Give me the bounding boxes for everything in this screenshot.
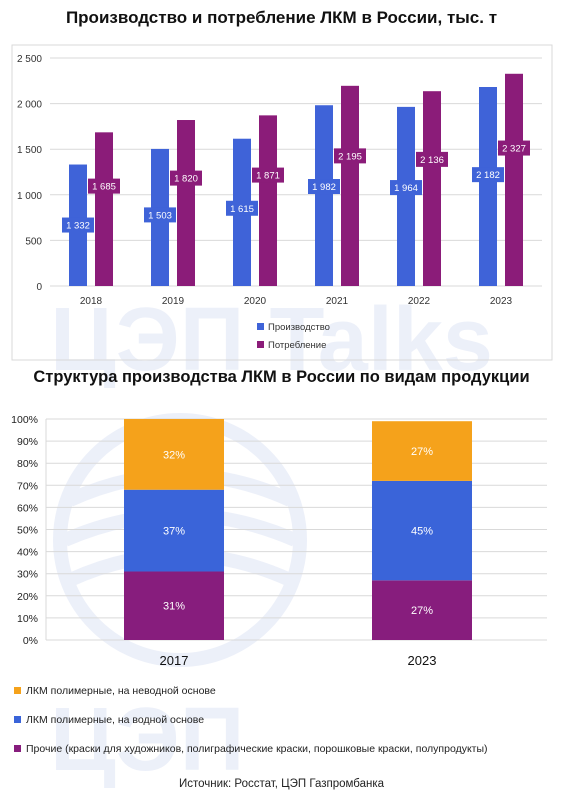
consumption-data-label: 1 820 — [174, 174, 198, 185]
y-tick-label: 90% — [17, 436, 38, 448]
y-tick-label: 80% — [17, 458, 38, 470]
consumption-bar — [95, 132, 113, 286]
production-label-box — [390, 180, 422, 196]
segment-data-label: 45% — [411, 526, 433, 538]
y-tick-label: 2 000 — [17, 100, 42, 111]
legend-non-water-swatch — [14, 687, 21, 694]
legend-water-based-swatch — [14, 716, 21, 723]
production-label-box — [308, 179, 340, 195]
y-tick-label: 0% — [23, 635, 38, 647]
consumption-data-label: 2 195 — [338, 151, 362, 162]
production-bar — [315, 105, 333, 286]
y-tick-label: 60% — [17, 502, 38, 514]
non-water-segment — [124, 419, 224, 490]
production-structure-chart: 0% 10% 20% 30% 40% 50% 60% 70% 80% 90% 100% 31% 37% 3… — [11, 414, 547, 755]
x-tick-label: 2018 — [80, 296, 103, 307]
consumption-label-box — [252, 167, 284, 183]
legend-production-label: Производство — [268, 322, 330, 333]
other-segment — [372, 580, 472, 640]
source-note: Источник: Росстат, ЦЭП Газпромбанка — [178, 778, 385, 790]
legend-production-swatch — [257, 323, 264, 330]
segment-data-label: 27% — [411, 605, 433, 617]
production-bar — [479, 87, 497, 286]
chart-1-title: Производство и потребление ЛКМ в России,… — [65, 8, 498, 27]
segment-data-label: 37% — [163, 526, 185, 538]
y-tick-label: 0 — [36, 282, 42, 293]
consumption-label-box — [416, 151, 448, 167]
production-data-label: 1 964 — [394, 183, 418, 194]
production-data-label: 1 332 — [66, 221, 90, 232]
y-tick-label: 30% — [17, 569, 38, 581]
y-tick-label: 500 — [25, 236, 42, 247]
production-data-label: 2 182 — [476, 170, 500, 181]
legend-other-label: Прочие (краски для художников, полиграфи… — [26, 743, 488, 755]
segment-data-label: 31% — [163, 601, 185, 613]
consumption-bar — [177, 120, 195, 287]
chart-2-title: Структура производства ЛКМ в России по в… — [33, 368, 530, 386]
water-based-segment — [124, 489, 224, 572]
other-segment — [124, 571, 224, 640]
production-label-box — [144, 207, 176, 223]
consumption-data-label: 2 136 — [420, 155, 444, 166]
x-tick-label: 2023 — [490, 296, 513, 307]
water-based-segment — [372, 480, 472, 581]
y-tick-label: 40% — [17, 547, 38, 559]
production-label-box — [226, 200, 258, 216]
production-data-label: 1 503 — [148, 210, 172, 221]
consumption-data-label: 2 327 — [502, 144, 526, 155]
consumption-data-label: 1 871 — [256, 171, 280, 182]
x-tick-label: 2017 — [160, 653, 189, 668]
y-tick-label: 10% — [17, 613, 38, 625]
production-data-label: 1 615 — [230, 204, 254, 215]
chart-1-frame — [11, 44, 553, 361]
production-label-box — [472, 167, 504, 183]
x-tick-label: 2023 — [408, 653, 437, 668]
x-tick-label: 2021 — [326, 296, 349, 307]
legend-consumption-swatch — [257, 341, 264, 348]
y-tick-label: 50% — [17, 525, 38, 537]
y-tick-label: 2 500 — [17, 54, 42, 65]
segment-data-label: 27% — [411, 446, 433, 458]
x-tick-label: 2020 — [244, 296, 267, 307]
consumption-bar — [259, 115, 277, 286]
production-data-label: 1 982 — [312, 182, 336, 193]
consumption-label-box — [334, 148, 366, 164]
consumption-bar — [341, 85, 359, 286]
production-consumption-chart: 0 500 1 000 1 500 2 000 2 500 2018 1 332 1 685 20… — [11, 44, 553, 361]
production-bar — [397, 106, 415, 286]
segment-data-label: 32% — [163, 449, 185, 461]
consumption-label-box — [88, 178, 120, 194]
y-tick-label: 1 500 — [17, 145, 42, 156]
x-tick-label: 2022 — [408, 296, 431, 307]
y-tick-label: 100% — [11, 414, 38, 426]
legend-water-based-label: ЛКМ полимерные, на водной основе — [26, 714, 204, 726]
consumption-label-box — [170, 170, 202, 186]
consumption-label-box — [498, 140, 530, 156]
legend-other-swatch — [14, 745, 21, 752]
y-tick-label: 1 000 — [17, 191, 42, 202]
consumption-data-label: 1 685 — [92, 182, 116, 193]
consumption-bar — [505, 73, 523, 286]
x-tick-label: 2019 — [162, 296, 185, 307]
legend-non-water-label: ЛКМ полимерные, на неводной основе — [26, 685, 216, 697]
production-label-box — [62, 217, 94, 233]
non-water-segment — [372, 421, 472, 481]
y-tick-label: 20% — [17, 591, 38, 603]
legend-consumption-label: Потребление — [268, 340, 326, 351]
consumption-bar — [423, 91, 441, 286]
y-tick-label: 70% — [17, 480, 38, 492]
